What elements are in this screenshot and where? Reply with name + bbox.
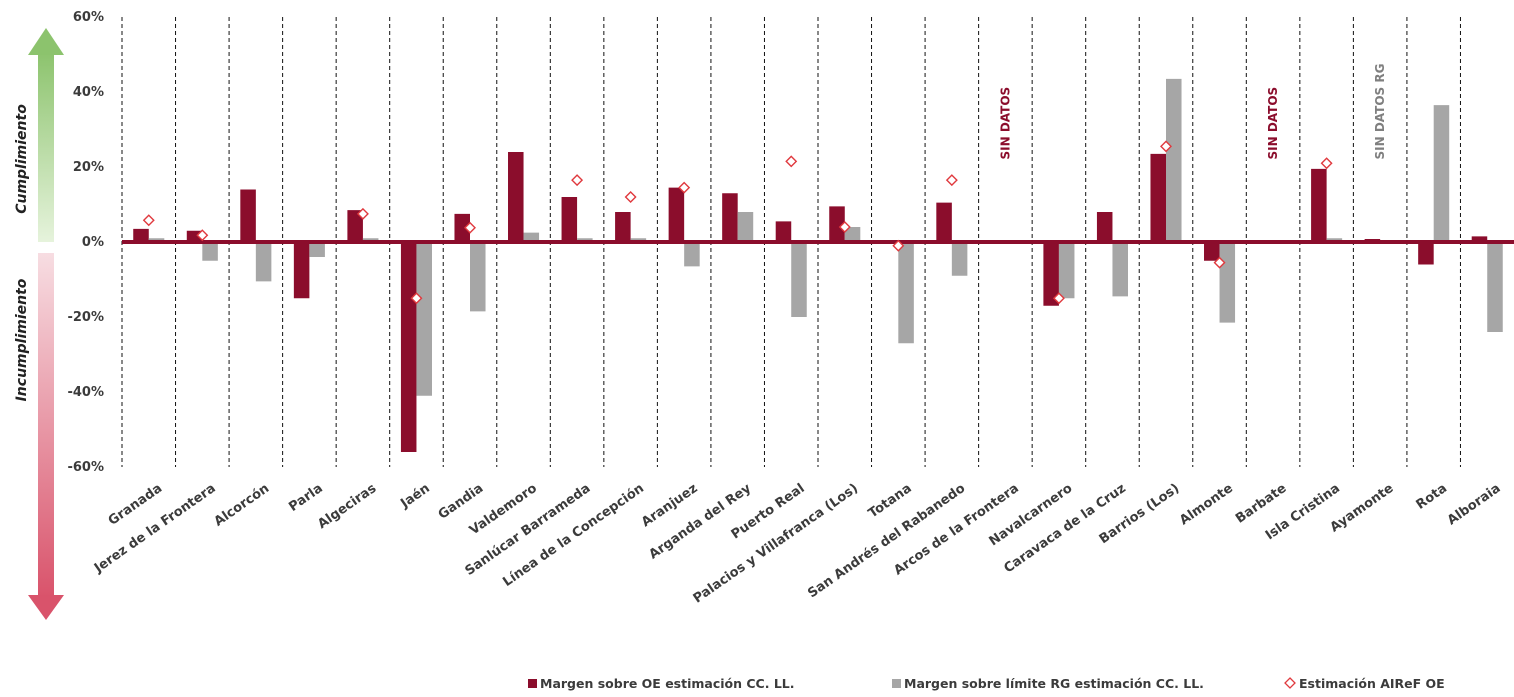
y-tick-label: -40% xyxy=(67,385,104,400)
y-tick-label: 60% xyxy=(73,10,104,25)
bar-oe xyxy=(508,152,524,242)
bar-rg xyxy=(1487,242,1503,332)
bar-oe xyxy=(1204,242,1220,261)
bar-rg xyxy=(202,242,218,261)
bar-oe xyxy=(293,242,310,299)
bar-oe xyxy=(347,210,363,242)
bar-rg xyxy=(1166,78,1182,242)
marker-airef xyxy=(838,221,851,233)
bar-oe xyxy=(240,189,256,242)
bar-oe xyxy=(454,213,470,242)
side-label-negative: Incumplimiento xyxy=(14,278,30,401)
x-tick-label: Rota xyxy=(1414,481,1450,513)
x-tick-label: Alcorcón xyxy=(212,481,273,530)
bar-oe xyxy=(668,187,685,242)
bar-rg xyxy=(684,242,700,267)
bar-oe xyxy=(1043,242,1059,306)
bar-oe xyxy=(133,228,149,242)
y-tick-label: 20% xyxy=(73,160,104,175)
marker-airef xyxy=(356,207,369,220)
bar-rg xyxy=(470,242,486,312)
bar-rg xyxy=(791,242,807,317)
marker-airef xyxy=(410,292,423,305)
marker-airef xyxy=(571,174,584,187)
marker-airef xyxy=(1052,292,1065,305)
bar-rg xyxy=(844,227,861,242)
marker-airef xyxy=(1213,256,1226,269)
legend-swatch-rg xyxy=(892,679,901,688)
marker-airef xyxy=(196,229,209,242)
bar-rg xyxy=(309,242,325,257)
bar-oe xyxy=(936,202,952,242)
series-rg xyxy=(148,78,1503,396)
bar-rg xyxy=(255,242,272,282)
annotation-label: SIN DATOS RG xyxy=(1373,64,1387,160)
y-tick-label: 40% xyxy=(73,85,104,100)
marker-airef xyxy=(785,155,798,168)
annotation-label: SIN DATOS xyxy=(998,87,1012,160)
bar-rg xyxy=(523,232,540,242)
legend-label-oe: Margen sobre OE estimación CC. LL. xyxy=(540,676,795,691)
marker-airef xyxy=(892,239,905,252)
bar-rg xyxy=(737,212,754,242)
marker-airef xyxy=(945,174,958,187)
marker-airef xyxy=(678,181,691,194)
x-tick-label: Parla xyxy=(286,481,325,515)
x-tick-label: Arganda del Rey xyxy=(646,481,754,563)
annotation-label: SIN DATOS xyxy=(1266,87,1280,160)
marker-airef xyxy=(624,191,637,203)
x-tick-label: Almonte xyxy=(1177,481,1236,529)
x-tick-label: Totana xyxy=(866,481,915,521)
bar-rg xyxy=(898,242,914,344)
marker-airef xyxy=(1320,157,1333,170)
bar-oe xyxy=(561,197,578,242)
side-label-positive: Cumplimiento xyxy=(14,104,30,214)
bar-oe xyxy=(1311,168,1327,242)
marker-airef xyxy=(464,221,476,234)
x-tick-label: Jaén xyxy=(397,481,432,512)
bar-oe xyxy=(400,242,417,452)
legend: Margen sobre OE estimación CC. LL. Marge… xyxy=(528,676,1445,691)
series-oe xyxy=(133,152,1488,452)
bar-oe xyxy=(186,230,203,242)
x-tick-label: Algeciras xyxy=(315,481,379,532)
bar-rg xyxy=(951,242,968,276)
legend-label-airef: Estimación AIReF OE xyxy=(1299,676,1445,691)
bar-oe xyxy=(1096,212,1113,242)
bar-oe xyxy=(829,206,845,242)
legend-label-rg: Margen sobre límite RG estimación CC. LL… xyxy=(904,676,1204,691)
x-tick-label: Alboraia xyxy=(1445,481,1504,528)
marker-airef xyxy=(1160,140,1172,153)
bar-oe xyxy=(1471,236,1488,242)
bar-rg xyxy=(1112,242,1128,297)
y-tick-label: -60% xyxy=(67,460,104,475)
noncompliance-arrow xyxy=(28,253,64,620)
compliance-arrow xyxy=(28,28,64,242)
series-airef xyxy=(142,140,1333,305)
bar-oe xyxy=(722,193,738,242)
bar-oe xyxy=(1418,242,1434,265)
y-tick-label: -20% xyxy=(67,310,104,325)
annotations: SIN DATOS SIN DATOS SIN DATOS RG xyxy=(998,64,1387,160)
marker-airef xyxy=(142,214,155,227)
y-axis: -60% -40% -20% 0% 20% 40% 60% xyxy=(67,10,104,475)
bar-rg xyxy=(1058,242,1075,299)
x-tick-label: Gandia xyxy=(436,481,487,523)
y-tick-label: 0% xyxy=(82,235,104,250)
bar-oe xyxy=(775,221,792,242)
legend-marker-airef xyxy=(1284,677,1296,689)
bar-rg xyxy=(416,242,432,396)
bar-rg xyxy=(1433,105,1450,242)
bar-rg xyxy=(1219,242,1236,323)
legend-swatch-oe xyxy=(528,679,537,688)
bar-oe xyxy=(615,212,631,242)
bar-oe xyxy=(1150,153,1166,242)
